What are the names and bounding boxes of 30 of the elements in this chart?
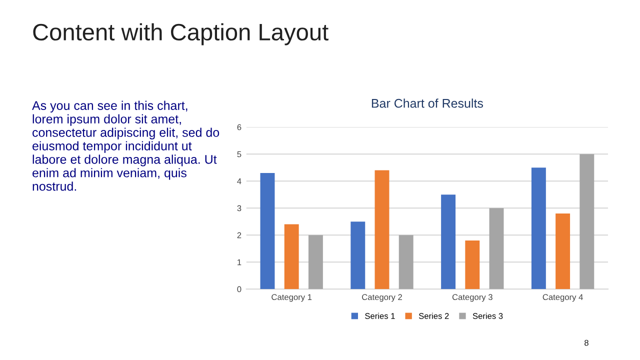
bar (398, 235, 414, 290)
bar (531, 168, 546, 290)
legend-label: Series 3 (472, 312, 503, 319)
y-tick-label: 5 (237, 151, 242, 158)
y-tick-label: 0 (237, 286, 242, 292)
bar (556, 213, 570, 290)
legend-label: Series 1 (365, 312, 395, 319)
y-tick-label: 3 (237, 205, 242, 212)
bar (374, 170, 390, 290)
bar (284, 224, 299, 290)
y-tick-label: 4 (237, 178, 242, 184)
text: 8 (584, 340, 588, 346)
text: Content with Caption Layout (33, 23, 328, 46)
bar (441, 194, 456, 290)
x-tick-label: Category 2 (362, 294, 402, 302)
legend-label: Series 2 (418, 312, 449, 319)
bar (580, 154, 594, 290)
bar (350, 222, 366, 290)
x-tick-label: Category 4 (542, 294, 583, 302)
bar (489, 208, 504, 290)
chart-title: Bar Chart of Results (372, 98, 484, 108)
text: As you can see in this chart, lorem ipsum dolor sit amet, consectetur adipiscing elit, sed do eiusmod tempor incididunt ut labore et dolore magna aliqua. Ut enim ad minim veniam, quis nostrud. (32, 100, 220, 191)
y-tick-label: 1 (238, 259, 242, 266)
y-tick-label: 6 (237, 124, 242, 130)
bar (465, 240, 480, 290)
x-tick-label: Category 3 (452, 294, 492, 302)
bar (308, 235, 323, 290)
bar (260, 172, 275, 290)
y-tick-label: 2 (237, 232, 242, 238)
x-tick-label: Category 1 (272, 294, 312, 302)
